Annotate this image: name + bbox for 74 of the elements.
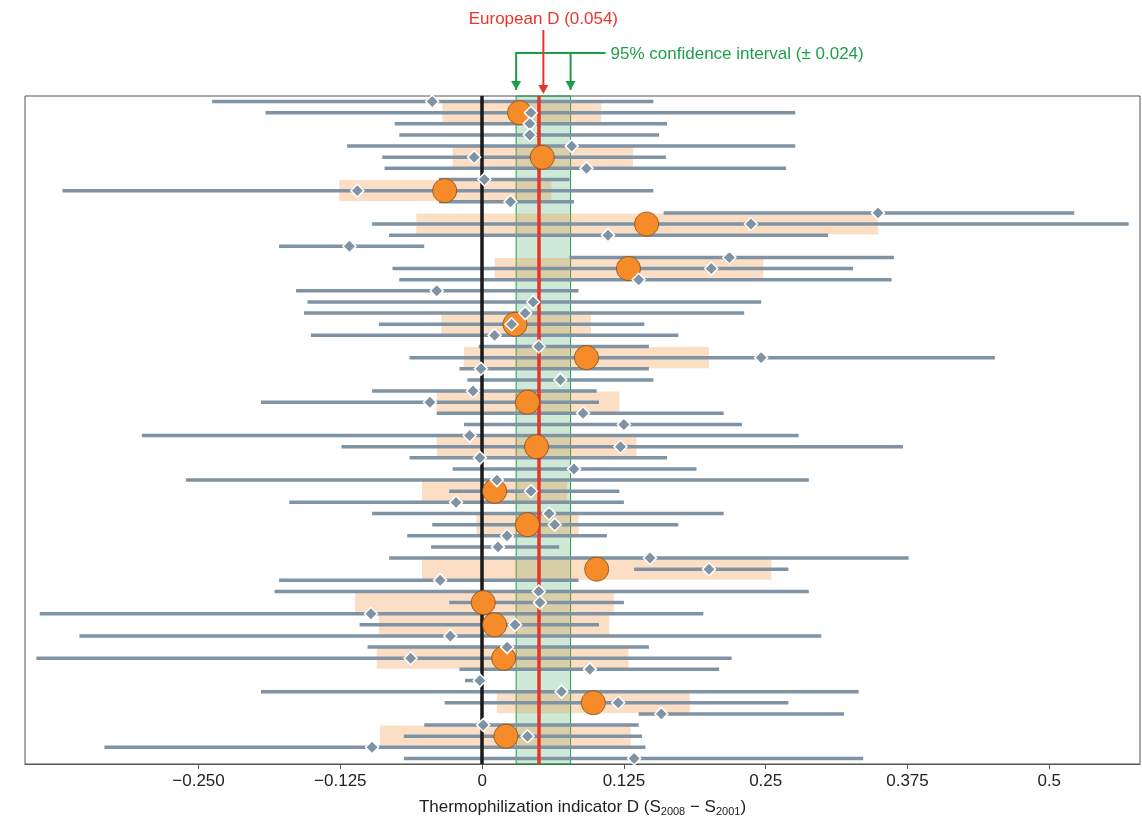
point (493, 723, 519, 749)
x-tick-label: −0.125 (314, 771, 367, 790)
x-tick-label: −0.250 (172, 771, 225, 790)
point (529, 144, 555, 170)
point (524, 434, 549, 460)
point (443, 628, 458, 644)
point (654, 706, 669, 722)
point (554, 684, 569, 699)
point (515, 512, 540, 538)
point (634, 211, 659, 237)
point (553, 372, 568, 388)
point (703, 261, 719, 276)
point (517, 305, 533, 321)
x-tick-label: 0.125 (602, 771, 646, 790)
point (642, 550, 658, 566)
point (503, 194, 518, 210)
point (465, 383, 481, 399)
point (547, 517, 562, 532)
point (753, 350, 769, 365)
x-tick-label: 0 (477, 771, 487, 790)
point (631, 272, 646, 287)
point (472, 673, 488, 688)
point (507, 617, 523, 633)
point (564, 138, 579, 154)
point (574, 345, 599, 371)
point (610, 695, 626, 711)
point (532, 595, 548, 610)
point (466, 149, 482, 165)
point (531, 584, 547, 599)
point (523, 483, 539, 499)
point (584, 556, 610, 582)
point (541, 506, 557, 521)
point (462, 428, 477, 443)
point (424, 94, 440, 109)
point (364, 740, 380, 755)
x-tick-label: 0.5 (1037, 771, 1062, 790)
point (523, 105, 539, 120)
x-tick-label: 0.25 (749, 771, 783, 790)
point (482, 612, 507, 638)
point (600, 227, 616, 243)
point (582, 662, 598, 677)
point (616, 256, 641, 281)
point (342, 239, 357, 254)
point (701, 561, 717, 577)
point (870, 205, 886, 221)
point (613, 439, 628, 454)
point (350, 183, 365, 198)
point (487, 328, 502, 343)
point (566, 461, 582, 477)
point (531, 339, 547, 354)
point (575, 406, 591, 421)
point (473, 361, 489, 377)
point (472, 450, 488, 466)
point (522, 116, 538, 132)
x-tick-label: 0.375 (886, 771, 929, 790)
point (579, 161, 594, 176)
point (432, 178, 458, 204)
point (522, 127, 538, 143)
point (477, 172, 492, 187)
point (616, 417, 632, 432)
point (476, 717, 491, 733)
point (525, 294, 541, 310)
point (448, 495, 464, 510)
point (520, 728, 535, 744)
point (743, 216, 759, 232)
point (432, 573, 448, 588)
ref-line-label: European D (0.054) (468, 9, 619, 28)
point (580, 690, 606, 716)
point (515, 389, 540, 415)
point (470, 590, 496, 615)
point (363, 606, 379, 621)
band-label: 95% confidence interval (± 0.024) (610, 44, 864, 63)
point (626, 751, 642, 766)
point (403, 650, 418, 666)
